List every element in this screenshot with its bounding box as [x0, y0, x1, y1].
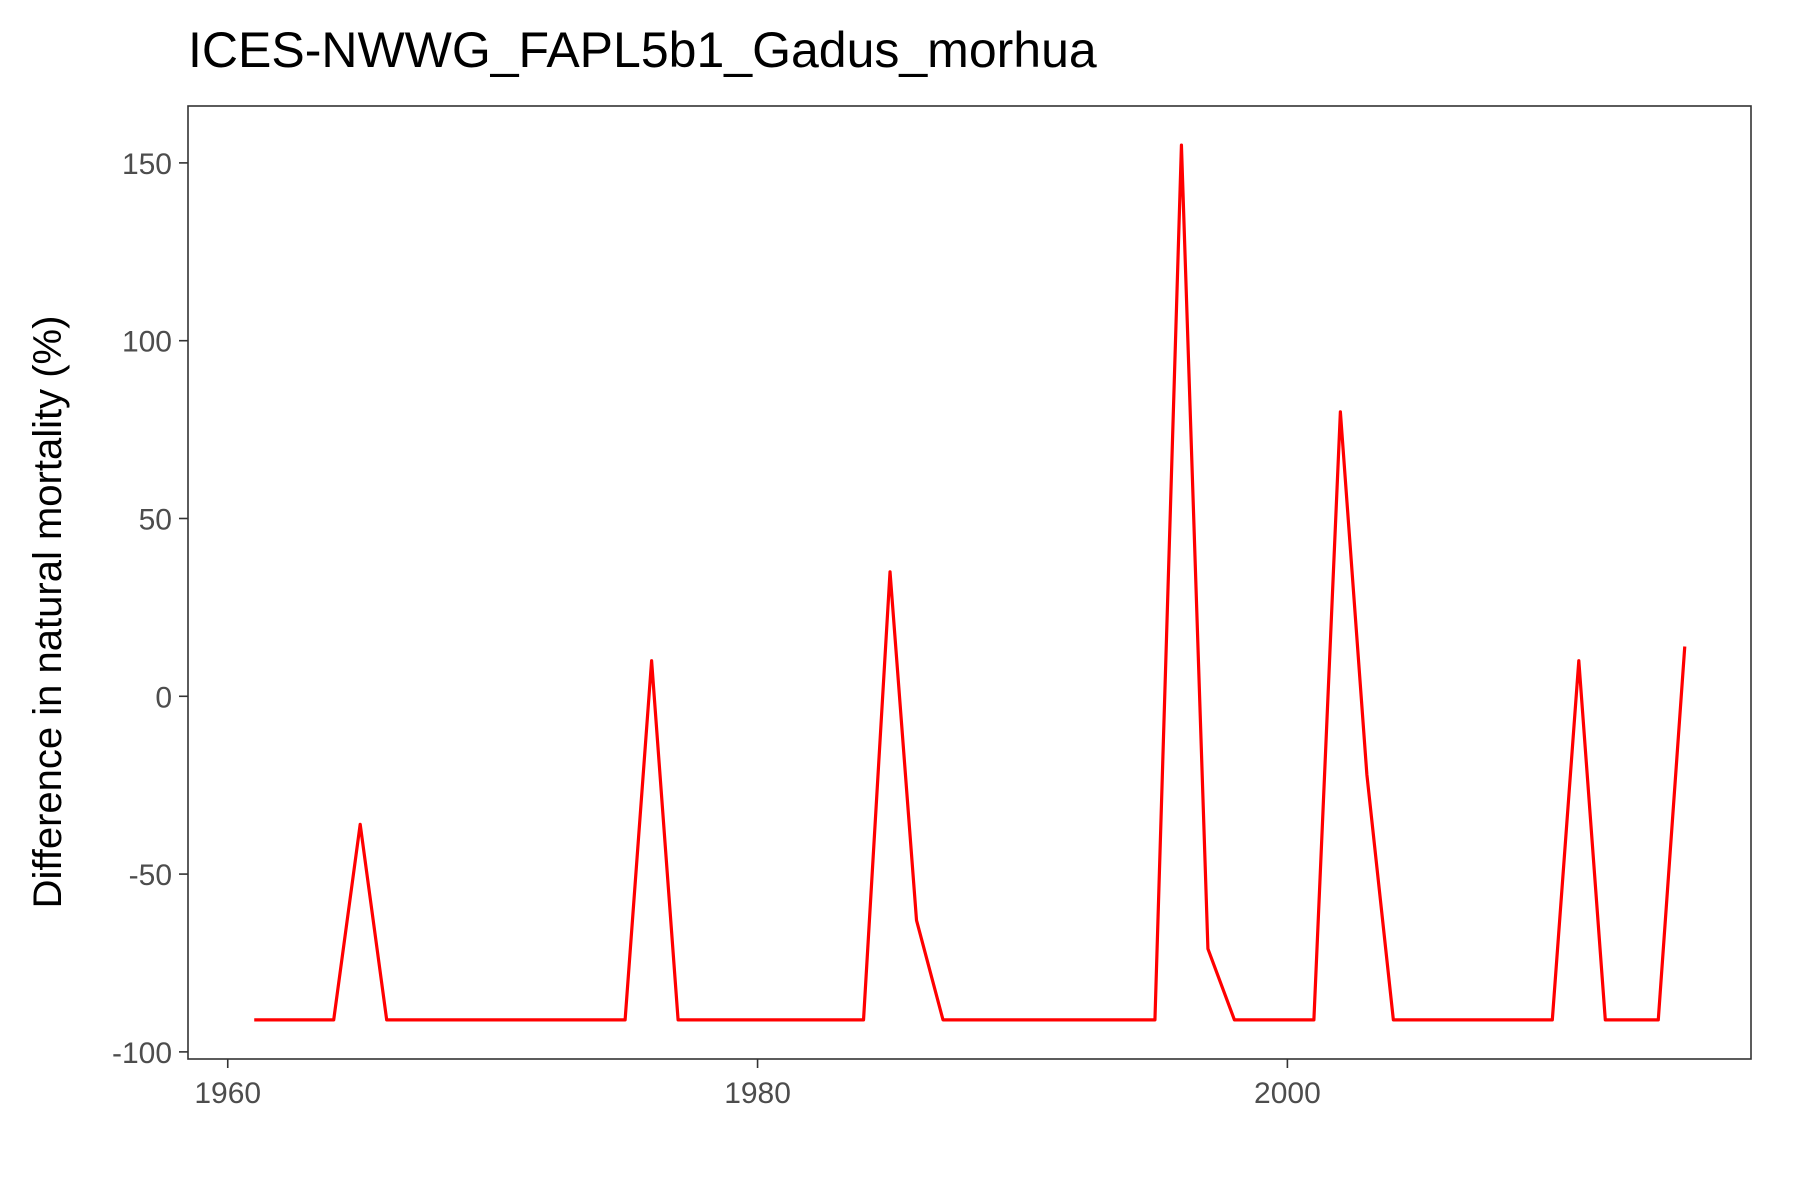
y-axis-label: Difference in natural mortality (%)	[26, 316, 70, 909]
y-tick-label: 0	[155, 681, 172, 714]
y-tick-label: -50	[129, 859, 172, 892]
y-tick-label: 150	[122, 148, 172, 181]
y-tick-label: 50	[139, 503, 172, 536]
x-axis: 1960 1980 2000	[194, 1059, 1321, 1110]
x-tick-label: 1980	[724, 1077, 791, 1110]
plot-panel	[187, 105, 1752, 1060]
chart-title: ICES-NWWG_FAPL5b1_Gadus_morhua	[188, 22, 1097, 78]
y-axis: -100 -50 0 50 100 150	[112, 148, 188, 1070]
x-tick-label: 1960	[194, 1077, 261, 1110]
x-tick-label: 2000	[1254, 1077, 1321, 1110]
series-line	[254, 143, 1687, 1022]
y-tick-label: -100	[112, 1037, 172, 1070]
y-tick-label: 100	[122, 326, 172, 359]
series-layer	[254, 143, 1687, 1022]
